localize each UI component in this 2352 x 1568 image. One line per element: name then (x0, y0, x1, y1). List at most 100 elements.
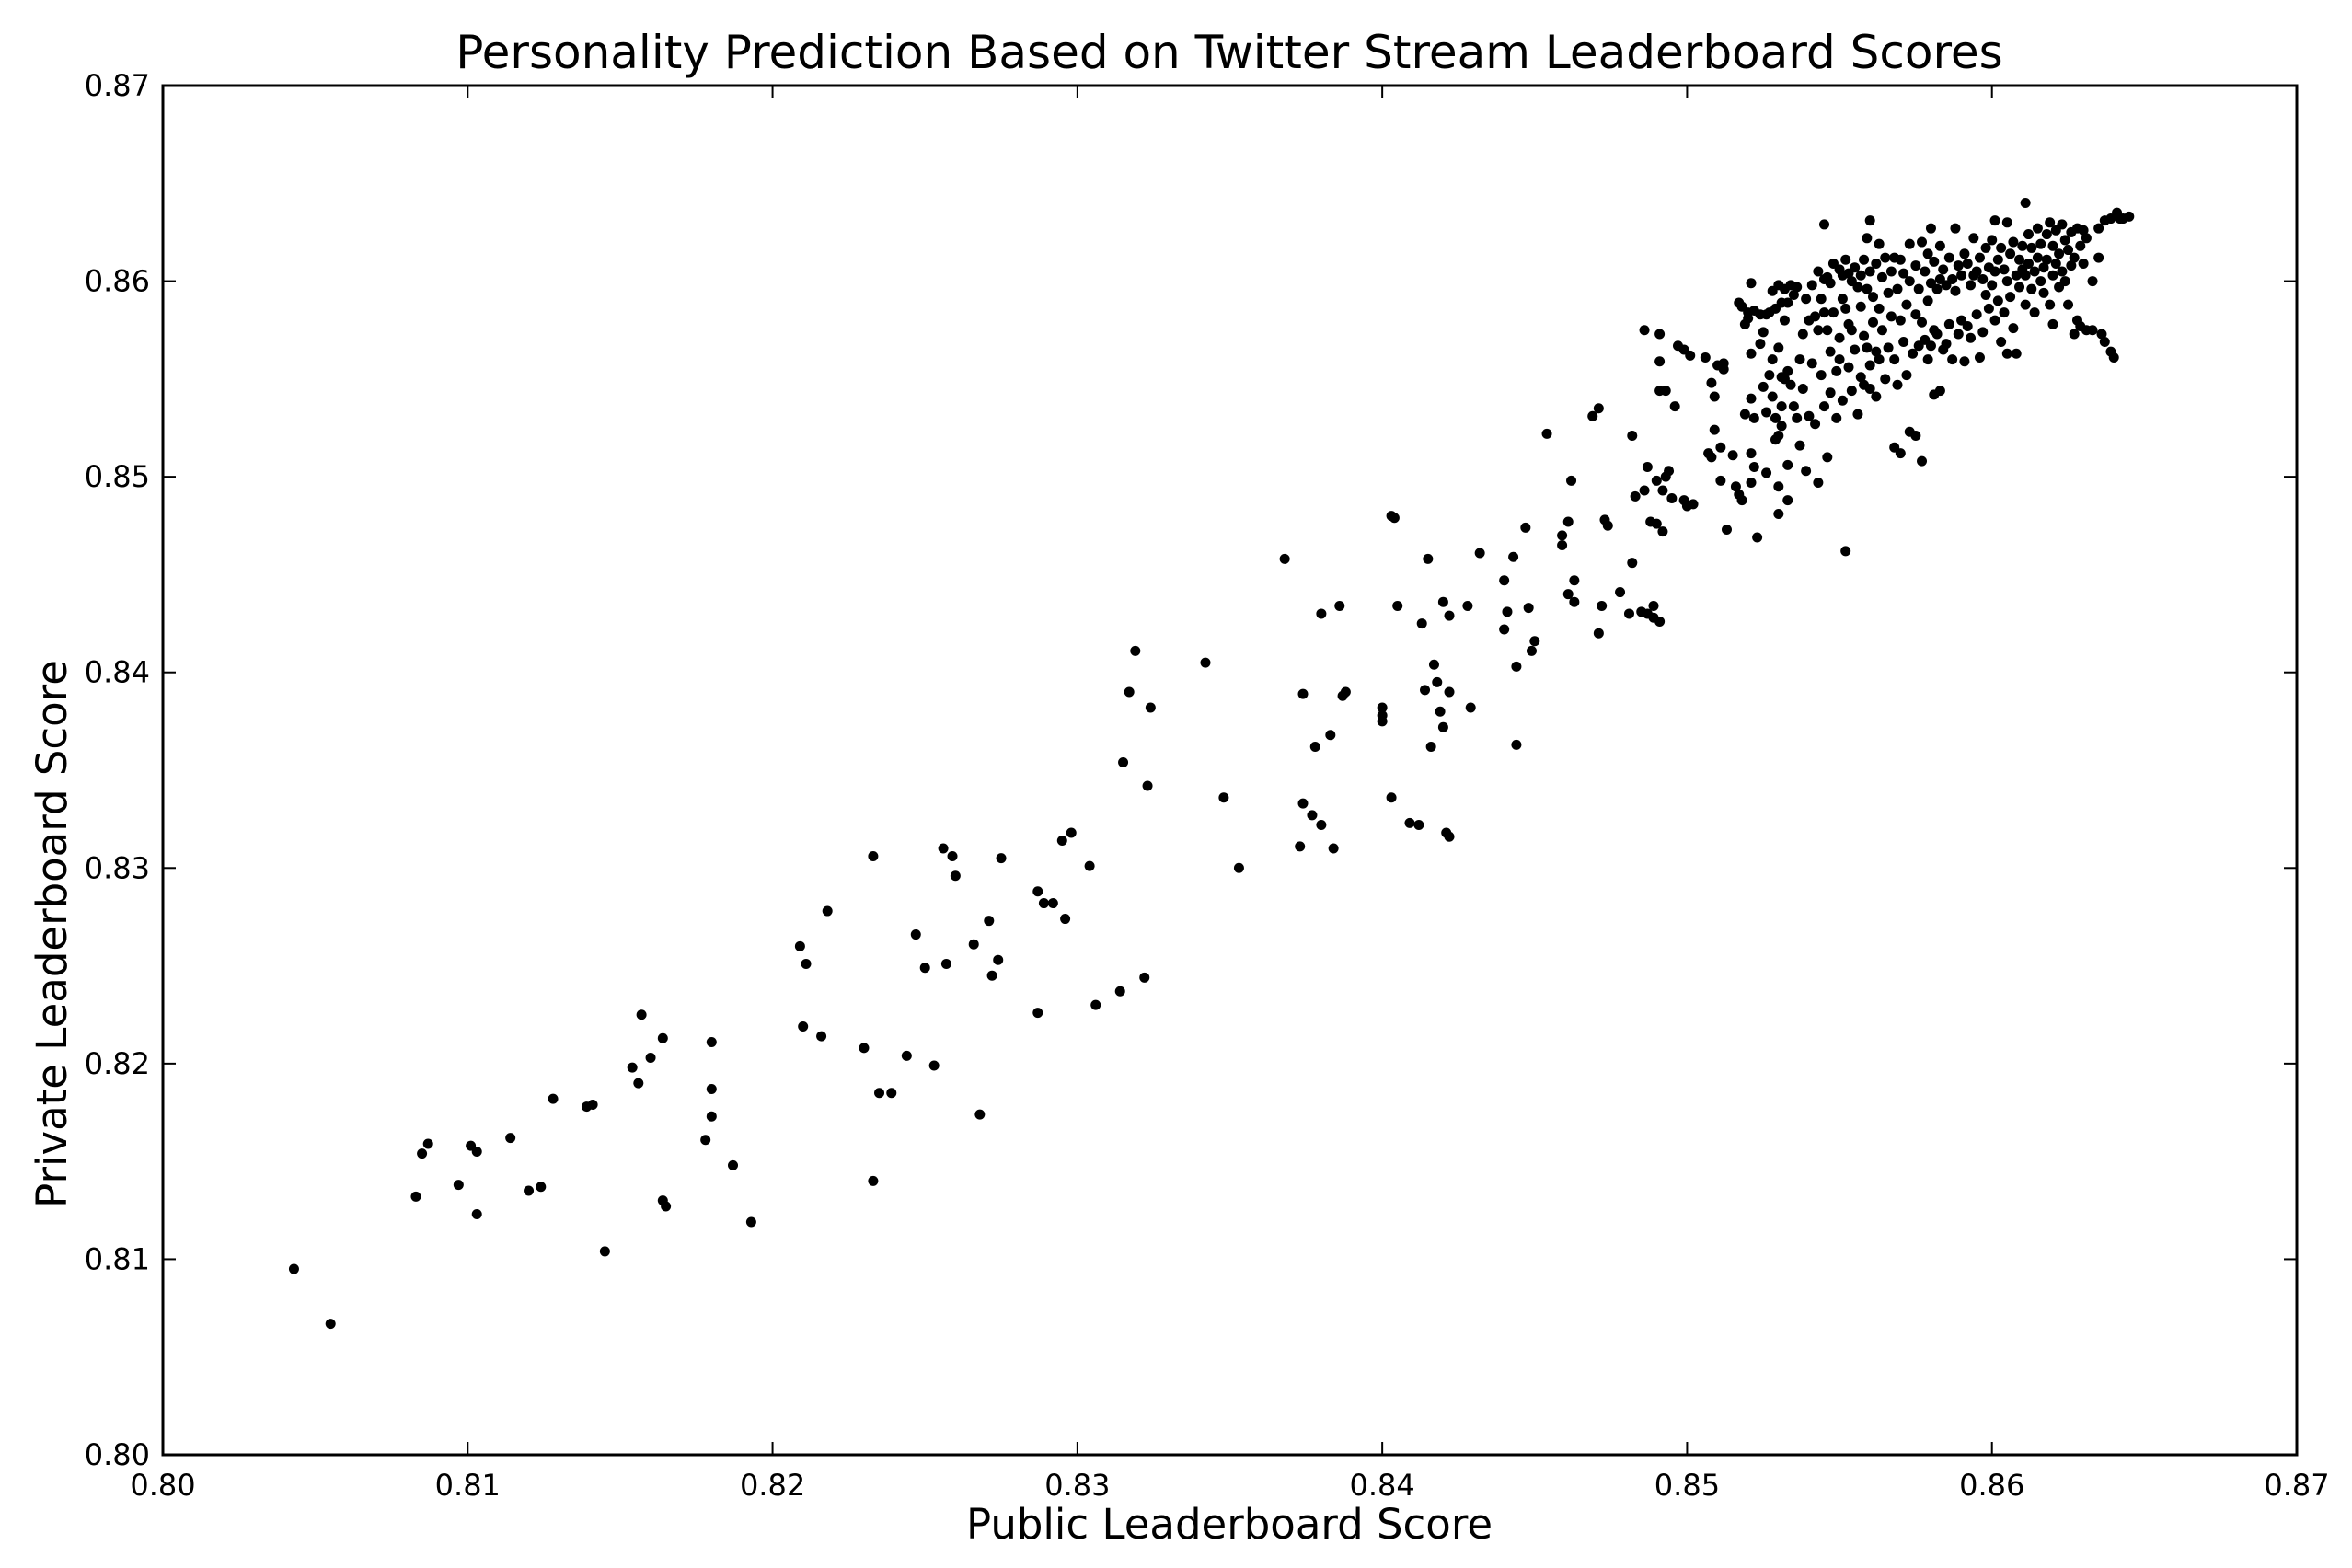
data-point (1862, 233, 1873, 244)
data-point (1038, 898, 1049, 909)
y-axis-ticks: 0.80 0.81 0.82 0.83 0.84 0.85 0.86 0.87 (85, 68, 2297, 1472)
data-point (2047, 318, 2058, 329)
data-point (1502, 606, 1513, 617)
data-point (1627, 558, 1638, 569)
data-point (1871, 258, 1882, 269)
data-point (1218, 792, 1229, 803)
data-point (1295, 841, 1306, 852)
data-point (1316, 608, 1327, 619)
data-point (2035, 238, 2046, 249)
data-point (1748, 412, 1759, 423)
data-point (1377, 702, 1388, 713)
data-point (728, 1159, 739, 1170)
data-point (1855, 301, 1866, 312)
data-point (1630, 490, 1641, 502)
data-point (1114, 986, 1125, 997)
data-point (1669, 401, 1680, 412)
data-point (2029, 307, 2040, 318)
data-point (1908, 348, 1919, 359)
data-point (1279, 553, 1290, 564)
data-point (950, 870, 961, 882)
data-point (1437, 596, 1448, 607)
data-point (1084, 860, 1095, 871)
data-point (1428, 659, 1439, 670)
data-point (1816, 294, 1827, 305)
data-point (1974, 352, 1985, 363)
data-point (1727, 450, 1738, 461)
data-point (2038, 287, 2049, 298)
data-point (1855, 372, 1866, 383)
data-point (1435, 706, 1446, 717)
data-point (1996, 336, 2007, 347)
data-point (505, 1133, 516, 1144)
data-point (1404, 817, 1415, 828)
data-point (1837, 294, 1848, 305)
data-point (548, 1093, 559, 1104)
data-point (636, 1009, 647, 1020)
data-point (1840, 303, 1851, 314)
data-point (1523, 603, 1534, 614)
data-point (1602, 520, 1613, 531)
data-point (1895, 448, 1906, 459)
data-point (816, 1031, 827, 1042)
data-point (1499, 575, 1510, 586)
data-point (1806, 358, 1817, 369)
data-point (2045, 217, 2056, 228)
data-point (1885, 266, 1897, 277)
data-point (1840, 546, 1851, 557)
data-point (2081, 233, 2092, 244)
x-tick-label: 0.81 (435, 1468, 501, 1503)
data-point (1868, 292, 1879, 303)
data-point (1931, 283, 1943, 294)
data-point (706, 1111, 717, 1122)
data-point (2041, 254, 2052, 265)
data-point (1850, 262, 1861, 273)
data-point (1700, 352, 1711, 363)
data-point (1864, 360, 1875, 371)
data-point (1761, 467, 1772, 478)
data-point (1767, 354, 1778, 365)
data-point (2078, 225, 2089, 236)
data-point (1947, 354, 1958, 365)
data-point (1925, 223, 1936, 234)
data-point (2078, 258, 2089, 269)
data-point (417, 1148, 428, 1159)
data-point (1980, 289, 1991, 300)
data-point (1901, 299, 1912, 310)
data-point (1090, 999, 1101, 1010)
data-point (1992, 295, 2003, 306)
data-point (1855, 270, 1866, 281)
data-point (1831, 365, 1842, 376)
data-point (1392, 600, 1403, 611)
data-point (1846, 386, 1857, 397)
data-point (1651, 518, 1662, 529)
data-point (984, 916, 995, 927)
data-point (801, 958, 812, 969)
data-point (2075, 240, 2086, 251)
data-point (1334, 600, 1345, 611)
data-point (599, 1246, 610, 1257)
data-point (1864, 266, 1875, 277)
data-point (1864, 383, 1875, 394)
data-point (1511, 661, 1522, 672)
data-point (901, 1050, 912, 1061)
data-point (1831, 412, 1842, 423)
data-point (1520, 522, 1531, 533)
data-point (1465, 702, 1476, 713)
data-point (524, 1185, 535, 1196)
data-point (1651, 475, 1662, 486)
data-point (1794, 354, 1805, 365)
data-point (1966, 332, 1977, 343)
data-point (2011, 348, 2022, 359)
data-point (1868, 317, 1879, 328)
data-point (627, 1062, 638, 1073)
data-point (2045, 299, 2056, 310)
data-point (1977, 327, 1989, 338)
data-point (1761, 407, 1772, 418)
data-point (874, 1088, 885, 1099)
data-point (1788, 289, 1799, 300)
data-point (1813, 266, 1824, 277)
data-point (1752, 532, 1763, 543)
